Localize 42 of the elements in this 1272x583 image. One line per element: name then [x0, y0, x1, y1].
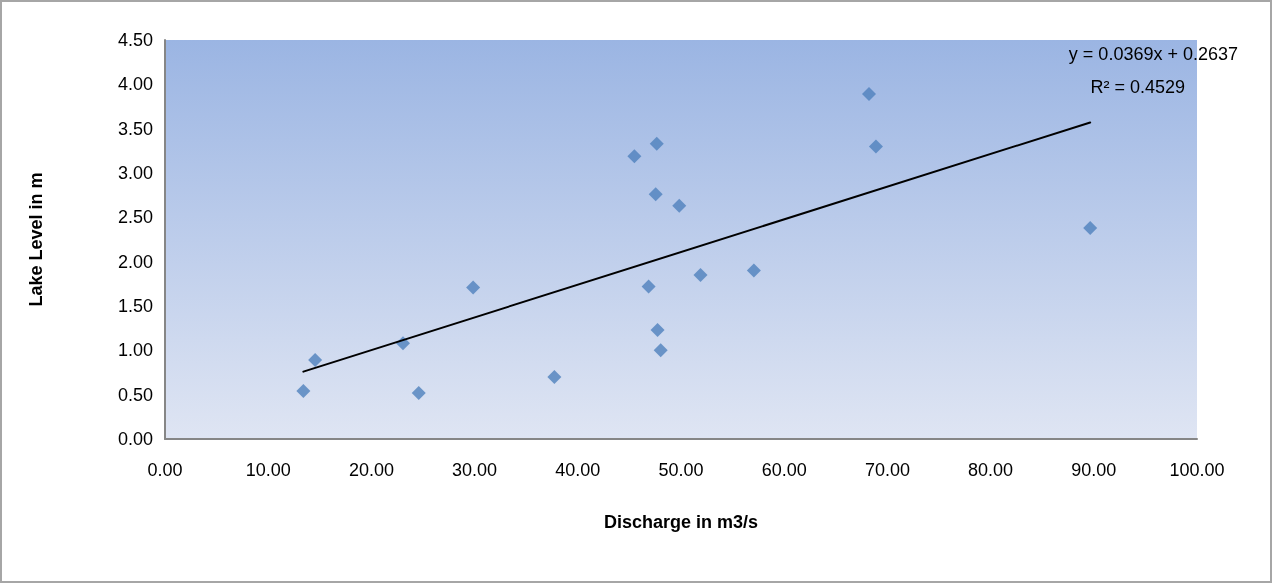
annotation: y = 0.0369x + 0.2637	[1068, 44, 1238, 64]
y-tick-label: 0.00	[117, 429, 153, 449]
y-tick-label: 4.50	[117, 30, 153, 50]
x-tick-label: 80.00	[968, 460, 1014, 480]
x-tick-label: 60.00	[761, 460, 807, 480]
x-tick-label: 20.00	[348, 460, 394, 480]
x-tick-label: 10.00	[245, 460, 291, 480]
point	[868, 139, 883, 154]
point	[627, 149, 642, 164]
point	[672, 198, 687, 213]
x-axis-title: Discharge in m3/s	[603, 512, 759, 532]
point	[862, 87, 877, 102]
point	[653, 343, 668, 358]
y-tick-label: 3.00	[117, 163, 153, 183]
x-tick-label: 40.00	[555, 460, 601, 480]
point	[693, 267, 708, 282]
x-tick-label: 100.00	[1169, 460, 1225, 480]
point	[746, 263, 761, 278]
x-tick-label: 90.00	[1071, 460, 1117, 480]
x-tick-label: 70.00	[864, 460, 910, 480]
y-tick-label: 1.00	[117, 340, 153, 361]
point	[296, 384, 311, 399]
point	[308, 353, 323, 368]
point	[411, 385, 426, 400]
point	[648, 187, 663, 202]
y-tick-label: 2.50	[117, 207, 153, 228]
y-axis-title: Lake Level in m	[26, 172, 46, 307]
x-tick-label: 50.00	[658, 460, 704, 480]
y-tick-label: 0.50	[117, 384, 153, 405]
y-tick-label: 1.50	[117, 296, 153, 316]
point	[649, 136, 664, 151]
point	[650, 322, 665, 337]
annotation: R² = 0.4529	[1090, 77, 1185, 97]
point	[547, 369, 562, 384]
y-tick-label: 4.00	[117, 74, 153, 95]
point	[641, 279, 656, 294]
point	[1083, 220, 1098, 235]
x-tick-label: 30.00	[452, 460, 498, 480]
y-tick-label: 2.00	[117, 251, 153, 272]
y-tick-label: 3.50	[117, 118, 153, 139]
x-tick-label: 0.00	[147, 460, 183, 480]
point	[466, 280, 481, 295]
